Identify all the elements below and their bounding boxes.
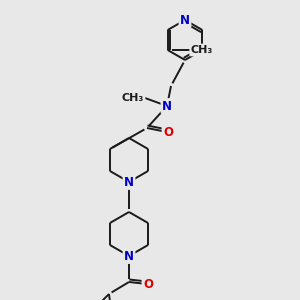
Text: O: O: [163, 125, 173, 139]
Text: N: N: [162, 100, 172, 112]
Text: N: N: [124, 250, 134, 262]
Text: N: N: [124, 176, 134, 188]
Text: N: N: [180, 14, 190, 26]
Text: CH₃: CH₃: [191, 45, 213, 55]
Text: O: O: [143, 278, 153, 290]
Text: CH₃: CH₃: [122, 93, 144, 103]
